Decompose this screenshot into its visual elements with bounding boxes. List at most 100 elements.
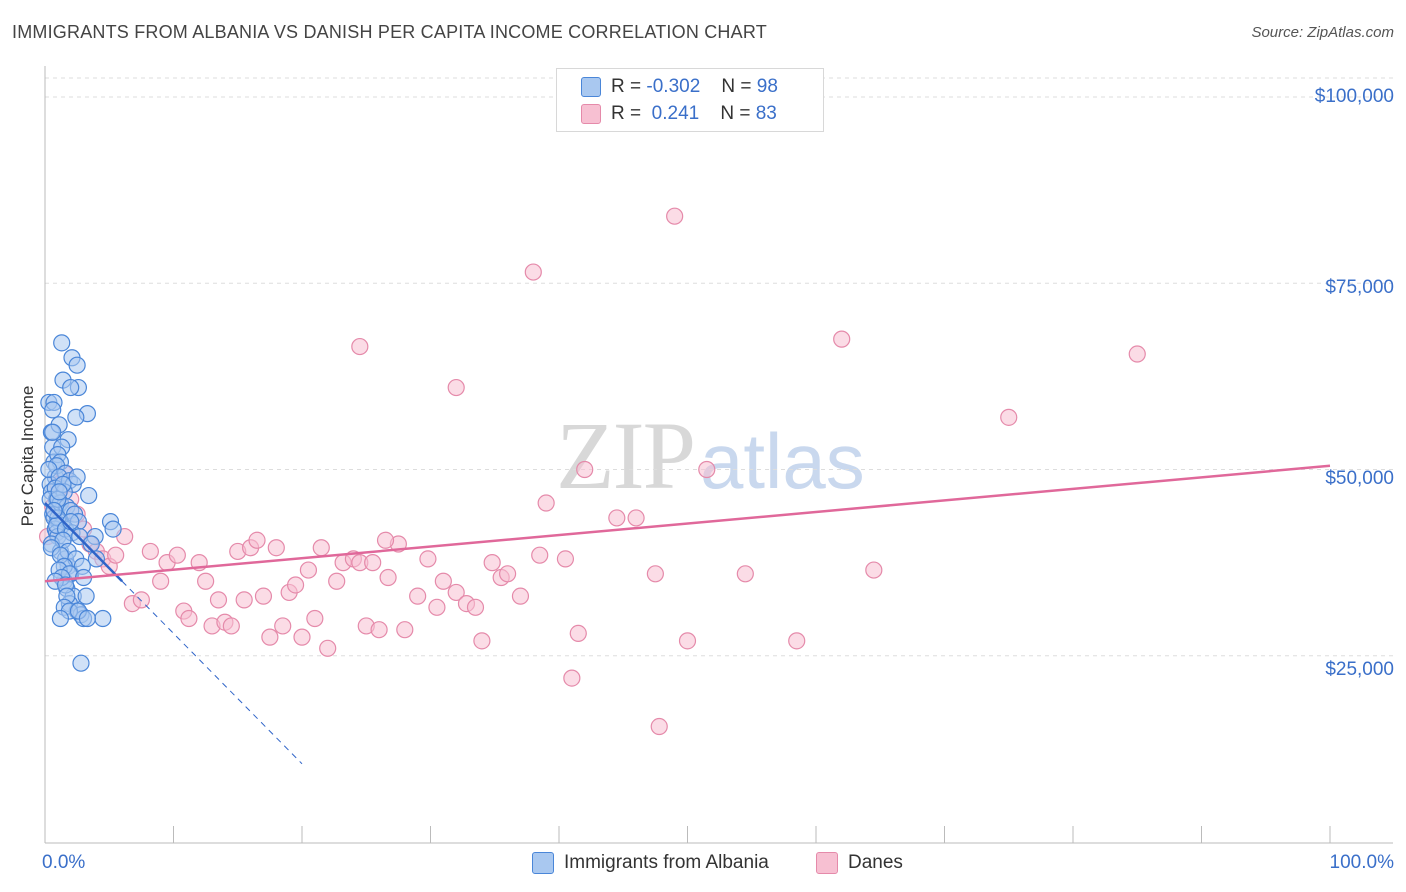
albania-point [51,609,70,628]
albania-point [72,654,90,672]
danes-point [132,591,150,609]
r-value: -0.302 [646,76,701,97]
danes-point [666,207,684,225]
r-value: 0.241 [646,103,700,124]
legend-item-danes[interactable]: Danes [816,852,903,874]
danes-point [306,609,324,628]
danes-point [376,531,395,549]
danes-point [627,509,645,527]
albania-legend-label: Immigrants from Albania [564,852,769,873]
danes-point [107,546,125,564]
albania-point [50,483,68,501]
danes-point [328,572,346,590]
n-label: N = [721,76,752,97]
albania-point [44,423,62,441]
watermark-zip: ZIP [556,402,696,509]
n-value: 98 [756,76,778,97]
x-tick-min: 0.0% [42,852,86,873]
source-note: Source: ZipAtlas.com [1251,24,1394,41]
danes-point [152,572,170,590]
danes-point [833,330,851,348]
y-axis-label: Per Capita Income [18,385,37,527]
danes-point [209,591,228,609]
albania-point [67,408,85,426]
danes-point [141,542,159,561]
danes-point [511,587,530,605]
legend-item-albania[interactable]: Immigrants from Albania [532,852,769,874]
n-label: N = [720,103,751,124]
danes-point [274,617,292,635]
watermark: ZIPatlas [556,400,865,511]
danes-point [319,639,337,657]
danes-point [364,554,382,572]
danes-point [428,598,446,616]
n-value: 83 [755,103,777,124]
stats-legend: R = -0.302 N = 98 R = 0.241 N = 83 [556,68,824,132]
danes-point [556,550,575,568]
chart-title: IMMIGRANTS FROM ALBANIA VS DANISH PER CA… [12,22,767,42]
albania-point [80,486,98,505]
albania-swatch [581,77,601,97]
danes-point [466,598,485,616]
danes-point [248,531,266,549]
albania-point [44,401,62,419]
albania-point [104,520,122,538]
danes-point [312,539,330,557]
danes-point [419,550,437,568]
albania-point [68,356,86,374]
albania-point [68,468,86,486]
danes-point [434,572,452,590]
albania-point [82,535,100,553]
danes-point [650,717,668,736]
y-tick-25000: $25,000 [1325,659,1394,680]
danes-point [537,494,555,512]
danes-point [293,628,311,646]
danes-point [254,587,273,605]
danes-trend-line [44,464,1331,583]
danes-point [788,632,806,650]
danes-swatch [581,104,601,124]
danes-point [168,546,186,564]
danes-point [1000,408,1018,426]
y-tick-50000: $50,000 [1325,468,1394,489]
y-tick-75000: $75,000 [1325,277,1394,298]
danes-point [865,561,883,579]
albania-point [53,334,71,352]
albania-point [78,609,97,628]
danes-point [370,621,388,639]
legend-row-danes: R = 0.241 N = 83 [581,102,777,126]
danes-legend-label: Danes [848,852,903,873]
r-label: R = [611,76,642,97]
danes-point [267,539,285,557]
albania-trend-dashed [121,580,303,765]
danes-point [608,509,626,527]
albania-point [77,587,95,605]
danes-point [286,576,305,594]
danes-point [736,565,754,583]
danes-point [197,572,215,590]
danes-point [531,546,549,564]
danes-point [447,378,465,397]
legend-row-albania: R = -0.302 N = 98 [581,75,778,99]
danes-point [1128,345,1146,363]
danes-point [524,263,542,281]
albania-trend-line [44,502,123,583]
danes-point [409,587,427,605]
danes-point [180,609,198,628]
danes-point [299,561,318,579]
r-label: R = [611,103,642,124]
albania-point [62,378,80,397]
danes-point [261,628,279,646]
danes-point [396,621,414,639]
danes-point [222,617,240,635]
y-tick-100000: $100,000 [1314,86,1394,107]
danes-point [483,554,501,572]
danes-legend-swatch [816,852,838,874]
danes-point [447,583,465,602]
danes-point [646,565,664,583]
albania-legend-swatch [532,852,554,874]
danes-point [379,568,397,587]
danes-point [563,669,581,687]
danes-point [678,632,697,650]
